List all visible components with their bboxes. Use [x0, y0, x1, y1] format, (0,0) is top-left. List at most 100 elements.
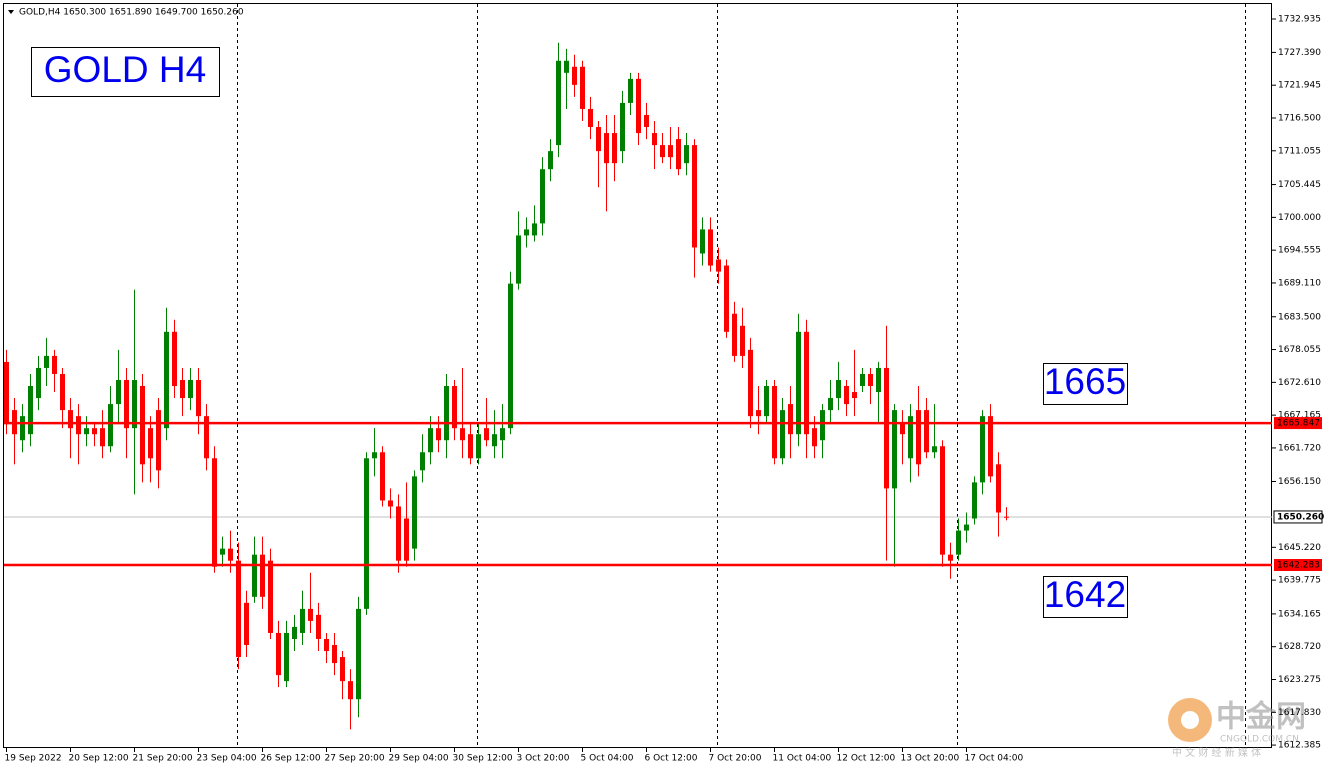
candle-body	[1004, 516, 1009, 518]
candle-body	[652, 133, 657, 146]
x-tick-label: 3 Oct 20:00	[517, 754, 570, 764]
candle-body	[804, 331, 809, 435]
candle-body	[764, 386, 769, 417]
candle-body	[564, 60, 569, 73]
candle-body	[484, 428, 489, 441]
candle-body	[92, 428, 97, 435]
y-tick-label: 1678.055	[1278, 345, 1321, 355]
candle-body	[108, 404, 113, 447]
candle-body	[4, 361, 9, 423]
candle-body	[252, 554, 257, 597]
candle-body	[412, 476, 417, 549]
candle-body	[612, 133, 617, 164]
candle-body	[348, 681, 353, 700]
candle-body	[668, 145, 673, 158]
candle-body	[548, 151, 553, 170]
annotation-box	[1043, 576, 1128, 618]
candle-body	[868, 373, 873, 387]
candle-body	[964, 524, 969, 531]
horizontal-line-label-box	[1274, 559, 1322, 572]
candle-body	[852, 392, 857, 399]
candle-body	[244, 602, 249, 646]
candle-body	[444, 386, 449, 441]
candle-body	[716, 259, 721, 272]
annotation: 1665	[1044, 361, 1126, 402]
horizontal-line-label: 1665.847	[1277, 419, 1320, 429]
y-tick-label: 1639.775	[1278, 576, 1321, 586]
candle-body	[52, 355, 57, 374]
x-tick-label: 30 Sep 12:00	[453, 754, 513, 764]
x-tick-label: 12 Oct 12:00	[837, 754, 896, 764]
candle-body	[972, 482, 977, 519]
candle-body	[20, 416, 25, 441]
x-tick-label: 6 Oct 12:00	[645, 754, 698, 764]
candle-body	[628, 78, 633, 103]
candle-body	[316, 614, 321, 639]
candle-body	[660, 145, 665, 158]
candle-body	[140, 386, 145, 465]
candle-body	[732, 313, 737, 356]
candle-body	[860, 373, 865, 387]
candle-body	[580, 66, 585, 109]
candle-body	[948, 554, 953, 561]
candle-body	[300, 608, 305, 633]
candle-body	[532, 223, 537, 236]
candle-body	[692, 145, 697, 248]
logo-inner	[1181, 711, 1199, 729]
candle-body	[748, 349, 753, 417]
candle-body	[620, 102, 625, 152]
candle-body	[556, 60, 561, 146]
candle-body	[708, 229, 713, 266]
y-tick-label: 1700.000	[1278, 213, 1321, 223]
candle-body	[380, 452, 385, 501]
candle-body	[164, 331, 169, 429]
y-tick-label: 1612.385	[1278, 741, 1321, 751]
candle-body	[188, 379, 193, 399]
x-tick-label: 26 Sep 12:00	[261, 754, 321, 764]
x-tick-label: 27 Sep 20:00	[325, 754, 385, 764]
x-tick-label: 13 Oct 20:00	[901, 754, 960, 764]
candle-body	[476, 434, 481, 459]
candle-body	[876, 367, 881, 393]
annotation-box	[31, 47, 220, 97]
candle-body	[148, 428, 153, 459]
candle-body	[396, 506, 401, 561]
candle-body	[524, 229, 529, 236]
candle-body	[324, 638, 329, 652]
y-tick-label: 1694.555	[1278, 246, 1321, 256]
y-tick-label: 1656.150	[1278, 477, 1321, 487]
candle-body	[740, 325, 745, 356]
y-tick-label: 1716.500	[1278, 113, 1321, 123]
candle-body	[388, 500, 393, 507]
candle-body	[228, 548, 233, 561]
candle-body	[124, 379, 129, 429]
candle-body	[260, 554, 265, 597]
chart-header: GOLD,H4 1650.300 1651.890 1649.700 1650.…	[19, 8, 244, 18]
candle-body	[156, 410, 161, 471]
candle-body	[492, 434, 497, 447]
candle-body	[204, 416, 209, 459]
y-tick-label: 1645.220	[1278, 543, 1321, 553]
watermark-title: 中金网	[1216, 700, 1306, 735]
candle-body	[84, 428, 89, 435]
candle-body	[916, 410, 921, 465]
x-tick-label: 7 Oct 20:00	[709, 754, 762, 764]
candle-body	[924, 410, 929, 453]
y-tick-label: 1732.935	[1278, 15, 1321, 25]
x-tick-label: 23 Sep 04:00	[197, 754, 257, 764]
candle-body	[956, 530, 961, 555]
candle-body	[460, 428, 465, 441]
candle-body	[420, 452, 425, 471]
menu-triangle[interactable]	[8, 10, 14, 14]
candle-body	[372, 452, 377, 459]
candle-body	[212, 458, 217, 567]
candle-body	[676, 139, 681, 170]
candle-body	[500, 428, 505, 441]
candle-body	[404, 518, 409, 561]
x-tick-label: 21 Sep 20:00	[133, 754, 193, 764]
candle-body	[540, 169, 545, 224]
candle-body	[292, 626, 297, 639]
candle-body	[284, 632, 289, 682]
candle-body	[44, 355, 49, 368]
